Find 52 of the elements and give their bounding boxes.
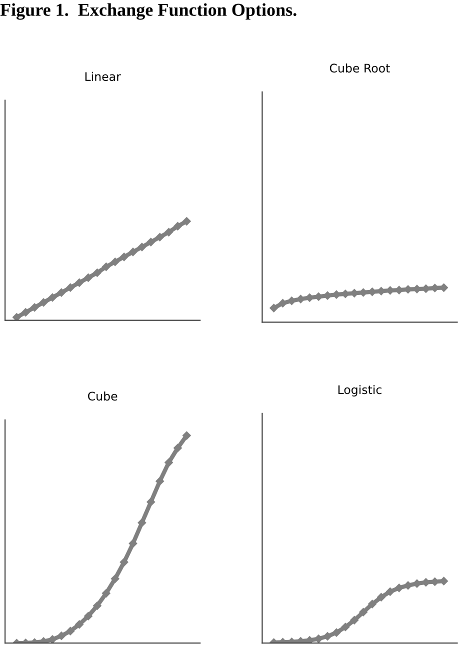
point [84, 612, 92, 620]
point [394, 584, 404, 592]
point [84, 274, 92, 282]
caption: Figure 1. Exchange Function Options. [0, 3, 296, 20]
point [30, 303, 39, 312]
point [102, 589, 110, 598]
point [66, 283, 75, 292]
point [156, 477, 164, 486]
point [278, 299, 287, 308]
point [110, 574, 120, 583]
point [341, 622, 350, 632]
point [128, 539, 138, 548]
point [93, 602, 102, 610]
chart-title: Logistic [338, 385, 382, 396]
point [128, 248, 138, 256]
point [120, 252, 128, 262]
point [359, 608, 368, 616]
chart-title: Cube [88, 391, 118, 401]
point [156, 232, 164, 242]
point [350, 616, 358, 624]
point [174, 222, 182, 230]
point [138, 518, 146, 527]
point [57, 288, 66, 297]
point [75, 278, 84, 287]
point [57, 632, 66, 640]
point [75, 620, 84, 629]
point [377, 593, 386, 602]
chart-title: Linear [85, 72, 121, 82]
point [386, 588, 394, 596]
point [146, 238, 156, 246]
point [164, 458, 173, 467]
point [404, 581, 412, 590]
point [93, 268, 102, 277]
point [138, 242, 146, 252]
point [164, 228, 173, 236]
point [22, 308, 30, 316]
point [110, 258, 120, 266]
point [288, 296, 296, 305]
point [368, 600, 376, 608]
point [66, 626, 75, 636]
chart-title: Cube Root [330, 63, 390, 73]
point [270, 304, 278, 312]
point [182, 217, 191, 226]
point [12, 313, 21, 320]
point [146, 498, 156, 506]
point [174, 444, 182, 452]
point [332, 628, 341, 637]
point [39, 298, 48, 307]
point [120, 558, 128, 566]
point [102, 262, 110, 271]
point [48, 293, 57, 302]
point [182, 431, 191, 440]
